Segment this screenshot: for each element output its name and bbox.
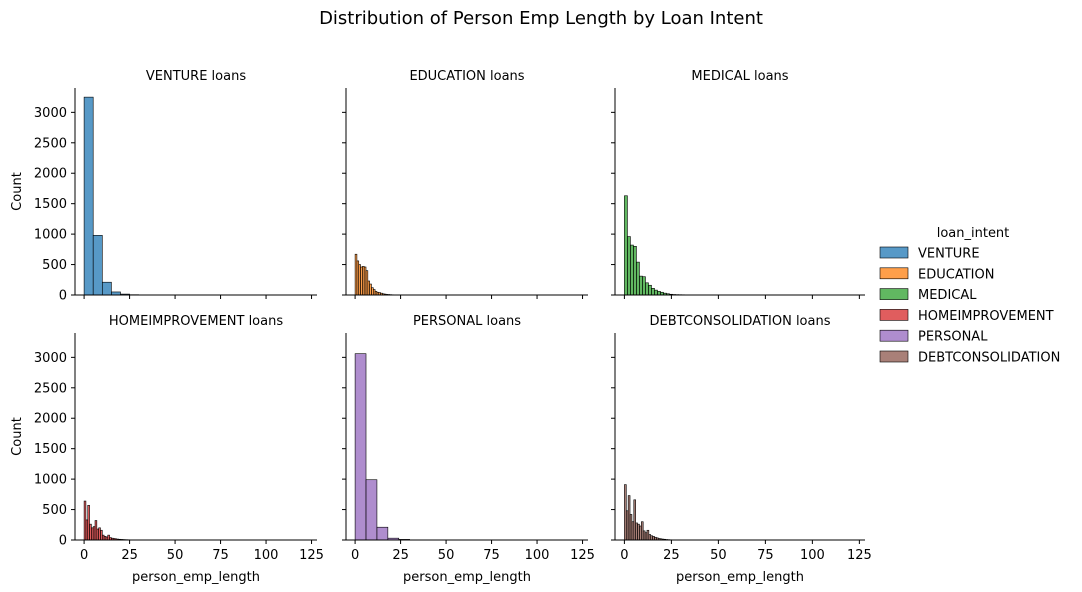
legend-entry: PERSONAL: [918, 330, 988, 345]
histogram-bar: [83, 96, 94, 296]
x-tick-label: 75: [483, 548, 500, 563]
histogram-bar: [101, 281, 112, 296]
x-tick-label: 25: [392, 548, 409, 563]
panel-title: PERSONAL loans: [413, 314, 521, 329]
panel-education: EDUCATION loans: [342, 69, 588, 299]
y-tick-label: 2000: [34, 412, 67, 427]
histogram-bar: [633, 245, 637, 296]
y-tick-label: 2500: [34, 381, 67, 396]
legend-entry: HOMEIMPROVEMENT: [918, 309, 1054, 324]
x-tick-label: 50: [438, 548, 455, 563]
x-tick-label: 125: [299, 548, 324, 563]
x-tick-label: 25: [663, 548, 680, 563]
x-tick-label: 125: [847, 548, 872, 563]
x-axis-label: person_emp_length: [403, 570, 531, 585]
panel-title: HOMEIMPROVEMENT loans: [109, 314, 283, 329]
legend-entry: DEBTCONSOLIDATION: [918, 351, 1060, 366]
histogram-bar: [654, 289, 658, 296]
histogram-bar: [365, 479, 378, 541]
legend-swatch: [879, 288, 909, 300]
figure-title: Distribution of Person Emp Length by Loa…: [319, 8, 763, 29]
y-tick-label: 2500: [34, 136, 67, 151]
y-tick-label: 1500: [34, 197, 67, 212]
y-tick-label: 500: [42, 503, 67, 518]
panel-title: EDUCATION loans: [409, 69, 524, 84]
panel-title: VENTURE loans: [146, 69, 246, 84]
y-axis-label: Count: [10, 417, 25, 456]
panel-medical: MEDICAL loans: [611, 69, 865, 299]
legend: loan_intent VENTURE EDUCATION MEDICAL HOMEI…: [879, 226, 1060, 366]
x-tick-label: 0: [620, 548, 628, 563]
legend-swatch: [879, 350, 909, 363]
legend-swatch: [879, 246, 909, 259]
x-tick-label: 50: [167, 548, 184, 563]
x-tick-label: 75: [212, 548, 229, 563]
panel-debtconsolidation: DEBTCONSOLIDATION loans 0 25 50 75 100 125 pers…: [611, 314, 872, 585]
x-tick-label: 100: [525, 548, 550, 563]
y-tick-label: 0: [59, 534, 67, 549]
legend-swatch: [879, 329, 909, 342]
histogram-bar: [630, 244, 634, 296]
legend-entry: EDUCATION: [918, 267, 994, 282]
panel-title: DEBTCONSOLIDATION loans: [650, 314, 831, 329]
y-axis-label: Count: [10, 172, 25, 211]
histogram-bar: [354, 353, 367, 541]
x-tick-label: 75: [757, 548, 774, 563]
x-axis-label: person_emp_length: [132, 570, 260, 585]
x-tick-label: 25: [121, 548, 138, 563]
x-tick-label: 0: [351, 548, 359, 563]
x-tick-label: 100: [800, 548, 825, 563]
histogram-bar: [648, 284, 652, 296]
histogram-bar: [657, 291, 661, 296]
y-tick-label: 3000: [34, 106, 67, 121]
panel-title: MEDICAL loans: [691, 69, 788, 84]
legend-title: loan_intent: [937, 226, 1010, 241]
x-tick-label: 125: [570, 548, 595, 563]
legend-entry: VENTURE: [918, 247, 980, 262]
panel-personal: PERSONAL loans 0 25 50 75 100 125 person_emp_le…: [342, 314, 595, 585]
x-tick-label: 0: [80, 548, 88, 563]
histogram-bar: [645, 282, 649, 296]
panel-grid: VENTURE loans050010001500200025003000Cou…: [10, 69, 872, 585]
x-axis-label: person_emp_length: [676, 570, 804, 585]
legend-swatch: [879, 267, 909, 280]
y-tick-label: 500: [42, 258, 67, 273]
histogram-bar: [624, 195, 628, 296]
legend-swatch: [879, 309, 909, 321]
y-tick-label: 1500: [34, 442, 67, 457]
panel-homeimprovement: HOMEIMPROVEMENT loans0500100015002000250…: [10, 314, 324, 585]
histogram-bar: [642, 276, 646, 296]
histogram-bar: [636, 261, 640, 296]
histogram-bar: [376, 526, 389, 541]
y-tick-label: 1000: [34, 228, 67, 243]
histogram-bar: [639, 275, 643, 296]
histogram-bar: [92, 235, 103, 296]
y-tick-label: 3000: [34, 351, 67, 366]
legend-entry: MEDICAL: [918, 288, 977, 303]
panel-venture: VENTURE loans 0 500 1000 1500 2000 2500 3000 Cou…: [10, 69, 317, 304]
histogram-bar: [651, 288, 655, 296]
y-tick-label: 0: [59, 289, 67, 304]
x-tick-label: 100: [254, 548, 279, 563]
x-tick-label: 50: [710, 548, 727, 563]
histogram-bar: [627, 236, 631, 296]
y-tick-label: 2000: [34, 167, 67, 182]
y-tick-label: 1000: [34, 473, 67, 488]
